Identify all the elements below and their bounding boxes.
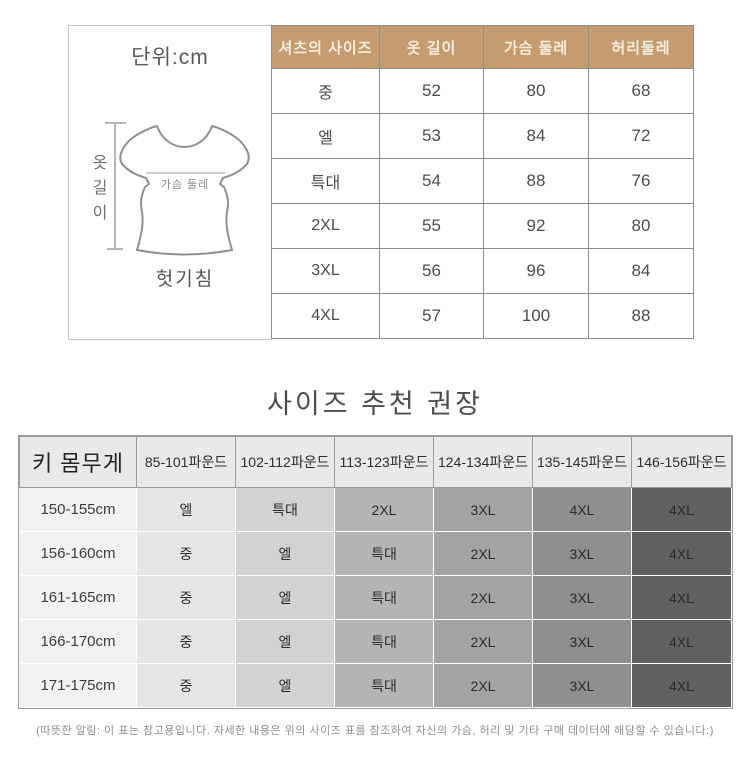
size-cell: 중 (136, 531, 236, 576)
size-table-header: 가슴 둘레 (483, 25, 589, 69)
size-table-header: 허리둘레 (588, 25, 694, 69)
chest-label: 가슴 둘레 (160, 179, 210, 191)
size-cell: 4XL (631, 487, 732, 532)
waist-cell: 72 (588, 113, 694, 159)
size-cell: 엘 (235, 575, 335, 620)
size-table-row: 엘 53 84 72 (271, 113, 694, 159)
shirt-size-table: 셔츠의 사이즈 옷 길이 가슴 둘레 허리둘레 중 52 80 68 엘 53 … (271, 25, 694, 339)
size-cell: 엘 (136, 487, 236, 532)
length-cell: 57 (379, 293, 484, 339)
rec-table-row: 166-170cm 중 엘 특대 2XL 3XL 4XL (19, 619, 732, 664)
length-cell: 55 (379, 203, 484, 249)
height-range-cell: 171-175cm (19, 663, 137, 708)
size-name-cell: 3XL (271, 248, 380, 294)
size-table-row: 중 52 80 68 (271, 68, 694, 114)
size-name-cell: 특대 (271, 158, 380, 204)
chest-cell: 100 (483, 293, 589, 339)
weight-range-header: 102-112파운드 (235, 436, 335, 488)
height-range-cell: 150-155cm (19, 487, 137, 532)
size-table-row: 특대 54 88 76 (271, 158, 694, 204)
size-cell: 4XL (631, 663, 732, 708)
chest-cell: 80 (483, 68, 589, 114)
size-cell: 3XL (433, 487, 533, 532)
size-cell: 특대 (334, 619, 434, 664)
length-cell: 56 (379, 248, 484, 294)
size-table-row: 3XL 56 96 84 (271, 248, 694, 294)
unit-label: 단위:cm (131, 46, 209, 69)
size-cell: 3XL (532, 619, 632, 664)
size-table-row: 4XL 57 100 88 (271, 293, 694, 339)
size-cell: 2XL (433, 663, 533, 708)
size-cell: 엘 (235, 619, 335, 664)
size-cell: 중 (136, 619, 236, 664)
chest-cell: 92 (483, 203, 589, 249)
waist-cell: 76 (588, 158, 694, 204)
height-range-cell: 166-170cm (19, 619, 137, 664)
waist-cell: 88 (588, 293, 694, 339)
recommendation-title: 사이즈 추천 권장 (267, 389, 483, 419)
size-cell: 엘 (235, 531, 335, 576)
chest-cell: 96 (483, 248, 589, 294)
rec-table-row: 161-165cm 중 엘 특대 2XL 3XL 4XL (19, 575, 732, 620)
weight-range-header: 85-101파운드 (136, 436, 236, 488)
waist-cell: 84 (588, 248, 694, 294)
size-cell: 2XL (433, 531, 533, 576)
size-table-header-row: 셔츠의 사이즈 옷 길이 가슴 둘레 허리둘레 (271, 25, 694, 69)
size-cell: 4XL (631, 531, 732, 576)
weight-range-header: 113-123파운드 (334, 436, 434, 488)
garment-length-label: 옷길이 (89, 154, 106, 229)
rec-table-header-row: 키 몸무게 85-101파운드 102-112파운드 113-123파운드 12… (19, 436, 732, 488)
size-cell: 특대 (334, 531, 434, 576)
reference-note: (따뜻한 알림: 이 표는 참고용입니다. 자세한 내용은 위의 사이즈 표를 … (36, 725, 714, 737)
length-cell: 54 (379, 158, 484, 204)
tshirt-diagram-icon (105, 122, 250, 256)
weight-range-header: 146-156파운드 (631, 436, 732, 488)
size-cell: 특대 (334, 575, 434, 620)
size-cell: 2XL (433, 575, 533, 620)
rec-table-row: 150-155cm 엘 특대 2XL 3XL 4XL 4XL (19, 487, 732, 532)
size-recommendation-table: 키 몸무게 85-101파운드 102-112파운드 113-123파운드 12… (18, 435, 733, 709)
size-cell: 3XL (532, 663, 632, 708)
size-cell: 2XL (334, 487, 434, 532)
size-table-header: 옷 길이 (379, 25, 484, 69)
size-cell: 4XL (631, 575, 732, 620)
height-weight-header: 키 몸무게 (19, 436, 137, 488)
rec-table-row: 171-175cm 중 엘 특대 2XL 3XL 4XL (19, 663, 732, 708)
size-name-cell: 엘 (271, 113, 380, 159)
size-cell: 엘 (235, 663, 335, 708)
size-cell: 특대 (334, 663, 434, 708)
size-cell: 3XL (532, 575, 632, 620)
size-table-row: 2XL 55 92 80 (271, 203, 694, 249)
weight-range-header: 135-145파운드 (532, 436, 632, 488)
weight-range-header: 124-134파운드 (433, 436, 533, 488)
length-cell: 53 (379, 113, 484, 159)
chest-cell: 88 (483, 158, 589, 204)
size-cell: 4XL (631, 619, 732, 664)
size-cell: 중 (136, 663, 236, 708)
rec-table-row: 156-160cm 중 엘 특대 2XL 3XL 4XL (19, 531, 732, 576)
size-cell: 4XL (532, 487, 632, 532)
chest-cell: 84 (483, 113, 589, 159)
size-table-header: 셔츠의 사이즈 (271, 25, 380, 69)
waist-cell: 68 (588, 68, 694, 114)
unit-diagram-panel: 단위:cm 옷길이 가슴 둘레 헛기침 (68, 25, 272, 340)
height-range-cell: 156-160cm (19, 531, 137, 576)
length-cell: 52 (379, 68, 484, 114)
size-name-cell: 2XL (271, 203, 380, 249)
height-range-cell: 161-165cm (19, 575, 137, 620)
length-dimension-line (105, 122, 126, 250)
tshirt-outline-icon (119, 125, 250, 256)
size-cell: 2XL (433, 619, 533, 664)
hem-label: 헛기침 (155, 269, 215, 290)
size-name-cell: 중 (271, 68, 380, 114)
size-cell: 중 (136, 575, 236, 620)
waist-cell: 80 (588, 203, 694, 249)
size-cell: 특대 (235, 487, 335, 532)
size-cell: 3XL (532, 531, 632, 576)
size-name-cell: 4XL (271, 293, 380, 339)
